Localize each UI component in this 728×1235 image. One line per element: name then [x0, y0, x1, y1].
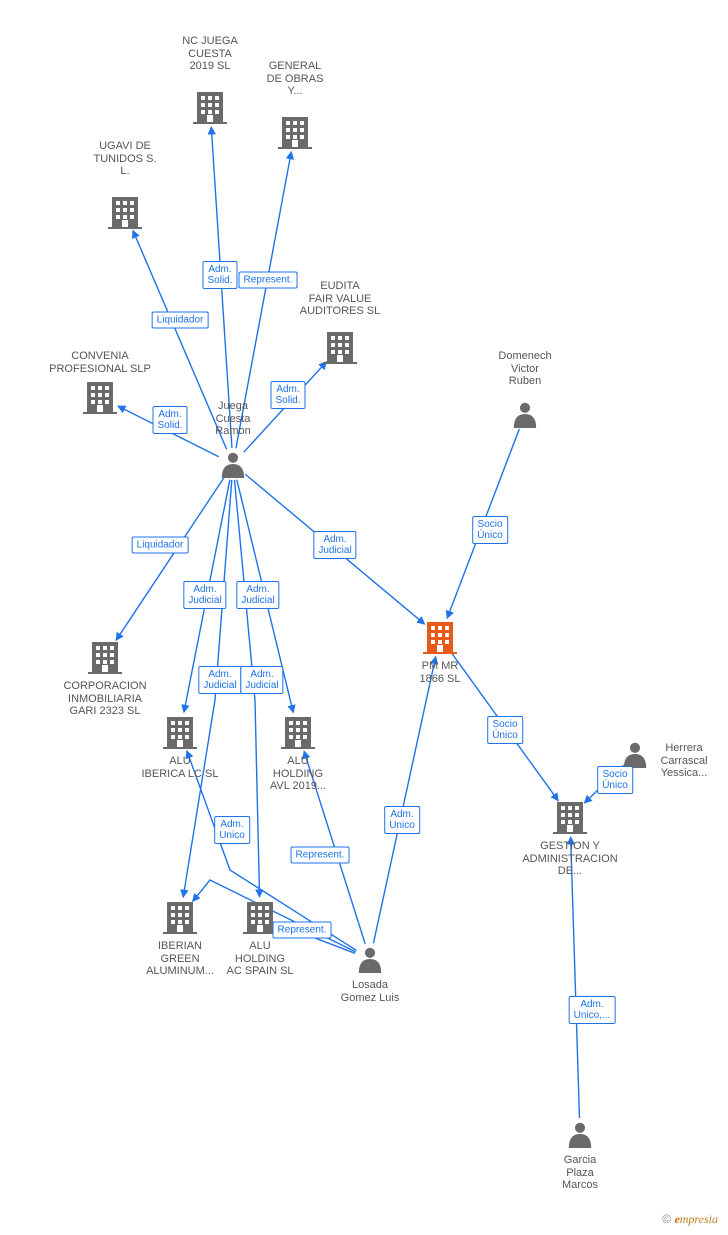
node-label[interactable]: ALU HOLDING AC SPAIN SL [226, 936, 293, 980]
building-icon[interactable] [193, 92, 227, 124]
edge-label: Liquidador [152, 312, 209, 329]
person-icon[interactable] [359, 948, 381, 973]
node-label[interactable]: Garcia Plaza Marcos [562, 1150, 598, 1194]
edge-label: Adm. Unico [384, 806, 420, 834]
edge-label: Adm. Unico,... [569, 996, 616, 1024]
edge-label: Socio Único [597, 766, 633, 794]
copyright-symbol: © [662, 1212, 671, 1226]
person-icon[interactable] [222, 453, 244, 478]
person-icon[interactable] [569, 1123, 591, 1148]
node-label[interactable]: GENERAL DE OBRAS Y... [267, 60, 324, 100]
edge [116, 477, 224, 640]
node-label[interactable]: ALU IBERICA LC SL [141, 751, 218, 782]
node-label[interactable]: EUDITA FAIR VALUE AUDITORES SL [300, 280, 381, 320]
node-label[interactable]: UGAVI DE TUNIDOS S. L. [94, 140, 157, 180]
edge-label: Adm. Judicial [198, 666, 241, 694]
person-icon[interactable] [514, 403, 536, 428]
building-icon[interactable] [278, 117, 312, 149]
node-label[interactable]: GESTION Y ADMINISTRACION DE... [522, 836, 617, 880]
node-label[interactable]: IBERIAN GREEN ALUMINUM... [146, 936, 214, 980]
building-icon[interactable] [423, 622, 457, 654]
person-icon[interactable] [624, 743, 646, 768]
edge-label: Adm. Judicial [183, 581, 226, 609]
edge-label: Adm. Judicial [236, 581, 279, 609]
node-label[interactable]: CONVENIA PROFESIONAL SLP [49, 350, 151, 377]
node-label[interactable]: CORPORACION INMOBILIARIA GARI 2323 SL [63, 676, 146, 720]
building-icon[interactable] [88, 642, 122, 674]
edge-label: Socio Único [487, 716, 523, 744]
building-icon[interactable] [163, 717, 197, 749]
edge-label: Represent. [273, 922, 332, 939]
edge-label: Adm. Unico [214, 816, 250, 844]
building-icon[interactable] [163, 902, 197, 934]
brand-logo: empresia [674, 1212, 718, 1226]
node-label[interactable]: ALU HOLDING AVL 2019... [270, 751, 326, 795]
node-label[interactable]: NC JUEGA CUESTA 2019 SL [182, 35, 238, 75]
edge-label: Socio Único [472, 516, 508, 544]
node-label[interactable]: PM MR 1866 SL [420, 656, 461, 687]
node-label[interactable]: Herrera Carrascal Yessica... [660, 742, 707, 782]
node-label[interactable]: Losada Gomez Luis [341, 975, 400, 1006]
building-icon[interactable] [108, 197, 142, 229]
network-canvas [0, 0, 728, 1235]
edge-label: Adm. Judicial [240, 666, 283, 694]
edge-label: Adm. Judicial [313, 531, 356, 559]
building-icon[interactable] [83, 382, 117, 414]
building-icon[interactable] [553, 802, 587, 834]
building-icon[interactable] [281, 717, 315, 749]
edge-label: Liquidador [132, 537, 189, 554]
footer: © empresia [662, 1212, 718, 1227]
edge-label: Adm. Solid. [270, 381, 305, 409]
node-label[interactable]: Domenech Victor Ruben [498, 350, 551, 390]
edge-label: Represent. [239, 272, 298, 289]
edge [373, 657, 435, 944]
node-label[interactable]: Juega Cuesta Ramon [215, 400, 250, 440]
edge-label: Adm. Solid. [202, 261, 237, 289]
building-icon[interactable] [323, 332, 357, 364]
edge-label: Represent. [291, 847, 350, 864]
edge-label: Adm. Solid. [152, 406, 187, 434]
